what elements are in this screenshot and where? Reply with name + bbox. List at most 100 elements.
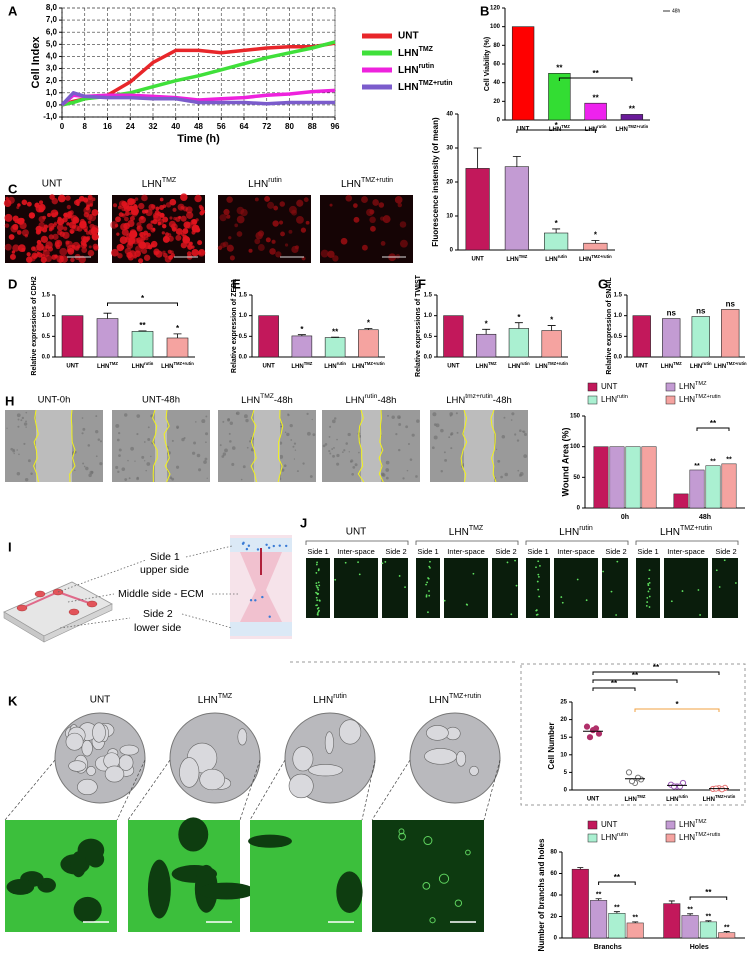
- x-tick-label-part: LHN: [545, 257, 557, 263]
- micrograph: [712, 558, 738, 618]
- well: [68, 608, 80, 616]
- well: [86, 600, 98, 608]
- image-label-part: LHN: [341, 179, 361, 190]
- zoom-line: [371, 759, 411, 821]
- texture: [345, 442, 349, 445]
- panel-letter: J: [300, 515, 307, 530]
- y-tick-label: 0: [497, 118, 501, 124]
- x-tick-label-part: rutin: [520, 361, 530, 366]
- texture: [309, 475, 313, 478]
- texture: [246, 446, 249, 449]
- cell: [697, 589, 700, 591]
- value-annotation: *: [176, 324, 180, 333]
- scratch: [361, 410, 381, 482]
- zoom-line: [239, 759, 261, 821]
- hole: [70, 851, 87, 878]
- x-tick-label-part: LHN: [690, 364, 702, 370]
- bracket-label: **: [705, 888, 712, 897]
- micrograph: [664, 558, 708, 618]
- texture: [145, 469, 147, 472]
- cell: [126, 242, 134, 250]
- cell: [157, 222, 161, 226]
- y-axis-label: Cell Viability (%): [484, 37, 491, 91]
- sub-label: Side 1: [637, 547, 658, 556]
- texture: [136, 433, 139, 436]
- texture: [435, 423, 440, 428]
- cell: [315, 582, 318, 585]
- cell: [159, 205, 165, 210]
- texture: [334, 417, 337, 420]
- cell: [17, 203, 21, 207]
- scratch: [155, 410, 167, 482]
- texture: [521, 430, 524, 433]
- cell: [157, 211, 162, 216]
- cell: [425, 594, 428, 597]
- bar: [358, 329, 379, 358]
- y-tick-label: 10: [446, 214, 453, 220]
- cell: [63, 226, 68, 231]
- cell: [648, 595, 651, 598]
- texture: [398, 416, 401, 419]
- y-tick-label: 10: [560, 752, 567, 758]
- leader-line: [181, 613, 233, 629]
- texture: [332, 454, 335, 458]
- y-tick-label: 0.5: [614, 334, 623, 340]
- cell: [602, 570, 605, 573]
- bar: [718, 932, 736, 939]
- cell: [82, 225, 88, 231]
- cell: [288, 229, 293, 234]
- hole: [73, 896, 102, 923]
- micrograph: [334, 558, 378, 618]
- y-tick-label: 50: [573, 475, 580, 481]
- value-annotation: **: [687, 907, 693, 914]
- image-label: LHNrutin-48h: [346, 393, 397, 405]
- x-tick-label: LHNrutin: [666, 794, 688, 803]
- cell: [88, 245, 92, 249]
- cell: [180, 215, 187, 222]
- texture: [99, 440, 103, 443]
- cell: [454, 899, 463, 907]
- image-label: UNT: [90, 695, 111, 706]
- cell: [320, 249, 329, 258]
- y-tick-label: 1.0: [239, 313, 248, 319]
- y-tick-label: 40: [493, 80, 500, 86]
- cell: [172, 207, 177, 212]
- error-bar: [595, 898, 602, 901]
- cell: [198, 204, 203, 209]
- cell: [56, 255, 65, 263]
- texture: [517, 469, 520, 472]
- y-tick-label: 40: [550, 893, 557, 899]
- texture: [293, 458, 296, 460]
- cell: [382, 215, 391, 224]
- texture: [503, 416, 506, 419]
- cell: [648, 581, 651, 584]
- texture: [380, 472, 385, 476]
- image-label: LHNrutin: [559, 525, 593, 537]
- cell: [648, 577, 650, 580]
- cell: [429, 567, 431, 569]
- bracket-label: *: [141, 294, 145, 303]
- texture: [21, 416, 25, 420]
- cell: [42, 249, 50, 257]
- texture: [143, 441, 146, 443]
- x-tick-label: LHNTMZ+rutin: [703, 794, 736, 803]
- texture: [523, 432, 527, 436]
- wound-edge: [33, 409, 39, 483]
- panel-letter: B: [480, 3, 489, 18]
- texture: [296, 470, 299, 473]
- gel-texture: [92, 722, 106, 743]
- cell: [188, 241, 193, 246]
- x-tick-label-part: TMZ: [109, 361, 118, 366]
- point: [628, 778, 636, 785]
- cell: [124, 216, 129, 222]
- error-bar: [632, 921, 639, 923]
- gel-texture: [324, 731, 334, 755]
- cell: [699, 614, 701, 616]
- x-tick-label: 16: [103, 122, 112, 131]
- y-tick-label: 80: [493, 43, 500, 49]
- texture: [206, 477, 208, 479]
- value-annotation: **: [632, 915, 638, 922]
- image-label-part: TMZ: [218, 693, 233, 700]
- cell: [129, 230, 138, 239]
